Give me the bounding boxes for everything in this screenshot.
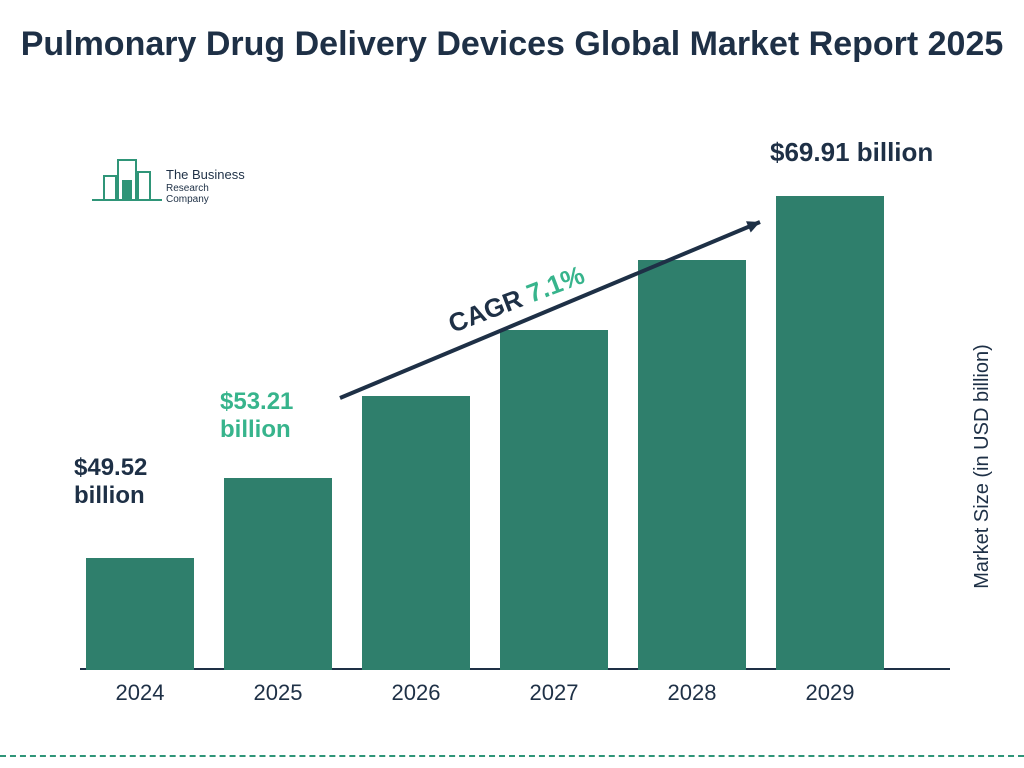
chart-canvas: Pulmonary Drug Delivery Devices Global M… — [0, 0, 1024, 768]
y-axis-label: Market Size (in USD billion) — [971, 344, 994, 589]
value-label-0: $49.52billion — [74, 454, 147, 509]
trend-arrow-icon — [0, 0, 1024, 768]
value-label-1: $53.21billion — [220, 388, 293, 443]
bottom-divider — [0, 755, 1024, 757]
value-label-2: $69.91 billion — [770, 138, 933, 168]
